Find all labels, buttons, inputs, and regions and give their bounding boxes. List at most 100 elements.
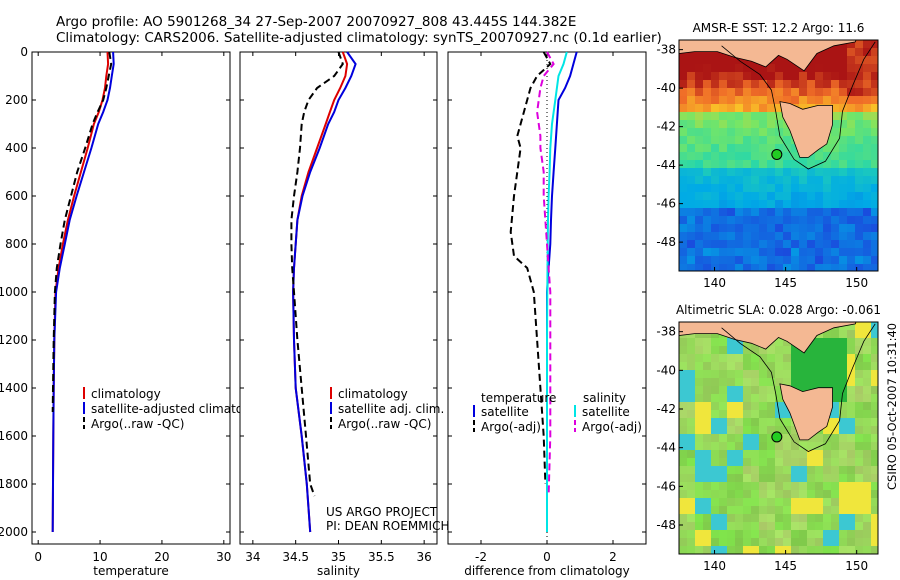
map-cell xyxy=(871,56,878,64)
map-cell xyxy=(711,378,719,386)
map-cell xyxy=(855,354,863,362)
map-cell xyxy=(847,40,855,48)
map-cell xyxy=(751,184,759,192)
map-cell xyxy=(679,538,687,546)
map-cell xyxy=(863,418,871,426)
map-cell xyxy=(703,256,711,264)
map-cell xyxy=(735,96,743,104)
map-cell xyxy=(735,490,743,498)
map-cell xyxy=(735,522,743,530)
map-cell xyxy=(783,184,791,192)
map-cell xyxy=(735,208,743,216)
map-cell xyxy=(735,362,743,370)
map-cell xyxy=(775,450,783,458)
map-cell xyxy=(695,248,703,256)
map-cell xyxy=(767,394,775,402)
map-cell xyxy=(791,96,799,104)
map-cell xyxy=(679,514,687,522)
map-cell xyxy=(847,530,855,538)
map-cell xyxy=(831,128,839,136)
map-cell xyxy=(839,144,847,152)
map-cell xyxy=(823,208,831,216)
map-cell xyxy=(815,176,823,184)
map-cell xyxy=(847,144,855,152)
map-cell xyxy=(727,354,735,362)
map-cell xyxy=(743,450,751,458)
map-cell xyxy=(703,466,711,474)
map-cell xyxy=(871,506,878,514)
map-cell xyxy=(775,418,783,426)
map-cell xyxy=(831,208,839,216)
map-cell xyxy=(807,80,815,88)
map-cell xyxy=(751,104,759,112)
map-cell xyxy=(727,208,735,216)
map-cell xyxy=(855,490,863,498)
map-cell xyxy=(727,144,735,152)
map-cell xyxy=(831,96,839,104)
map-cell xyxy=(807,466,815,474)
map-cell xyxy=(807,96,815,104)
map-cell xyxy=(679,506,687,514)
map-cell xyxy=(855,338,863,346)
map-cell xyxy=(823,434,831,442)
map-cell xyxy=(695,474,703,482)
map-cell xyxy=(847,240,855,248)
map-cell xyxy=(727,224,735,232)
map-cell xyxy=(839,530,847,538)
map-cell xyxy=(847,410,855,418)
map-cell xyxy=(719,338,727,346)
map-cell xyxy=(839,72,847,80)
map-cell xyxy=(727,160,735,168)
legend-label: Argo(-adj) xyxy=(582,420,642,434)
map-cell xyxy=(751,64,759,72)
map-cell xyxy=(743,498,751,506)
map-cell xyxy=(823,144,831,152)
map-cell xyxy=(767,418,775,426)
map-cell xyxy=(687,104,695,112)
map-cell xyxy=(743,128,751,136)
figure-title-line2: Climatology: CARS2006. Satellite-adjuste… xyxy=(56,30,662,46)
map-cell xyxy=(711,474,719,482)
map-cell xyxy=(775,538,783,546)
map-cell xyxy=(839,378,847,386)
map-cell xyxy=(839,426,847,434)
map-cell xyxy=(735,136,743,144)
map-cell xyxy=(751,370,759,378)
map-cell xyxy=(855,80,863,88)
map-cell xyxy=(759,522,767,530)
map-cell xyxy=(703,522,711,530)
map-cell xyxy=(719,458,727,466)
y-tick-label: -46 xyxy=(656,479,676,493)
map-cell xyxy=(767,546,775,554)
map-cell xyxy=(855,410,863,418)
map-cell xyxy=(767,522,775,530)
map-cell xyxy=(719,144,727,152)
map-cell xyxy=(871,426,878,434)
map-cell xyxy=(679,450,687,458)
map-cell xyxy=(703,136,711,144)
map-cell xyxy=(679,386,687,394)
map-cell xyxy=(719,64,727,72)
map-cell xyxy=(815,224,823,232)
map-cell xyxy=(703,232,711,240)
map-cell xyxy=(703,346,711,354)
map-cell xyxy=(735,530,743,538)
map-cell xyxy=(799,264,807,271)
map-cell xyxy=(703,530,711,538)
map-cell xyxy=(871,434,878,442)
map-cell xyxy=(775,264,783,271)
map-cell xyxy=(695,338,703,346)
map-cell xyxy=(719,248,727,256)
map-cell xyxy=(711,128,719,136)
map-cell xyxy=(711,104,719,112)
map-cell xyxy=(807,442,815,450)
map-cell xyxy=(759,354,767,362)
map-cell xyxy=(831,56,839,64)
map-cell xyxy=(791,474,799,482)
map-cell xyxy=(823,530,831,538)
map-cell xyxy=(767,88,775,96)
map-cell xyxy=(799,184,807,192)
x-tick-label: 140 xyxy=(703,559,726,573)
map-cell xyxy=(855,112,863,120)
map-cell xyxy=(751,72,759,80)
